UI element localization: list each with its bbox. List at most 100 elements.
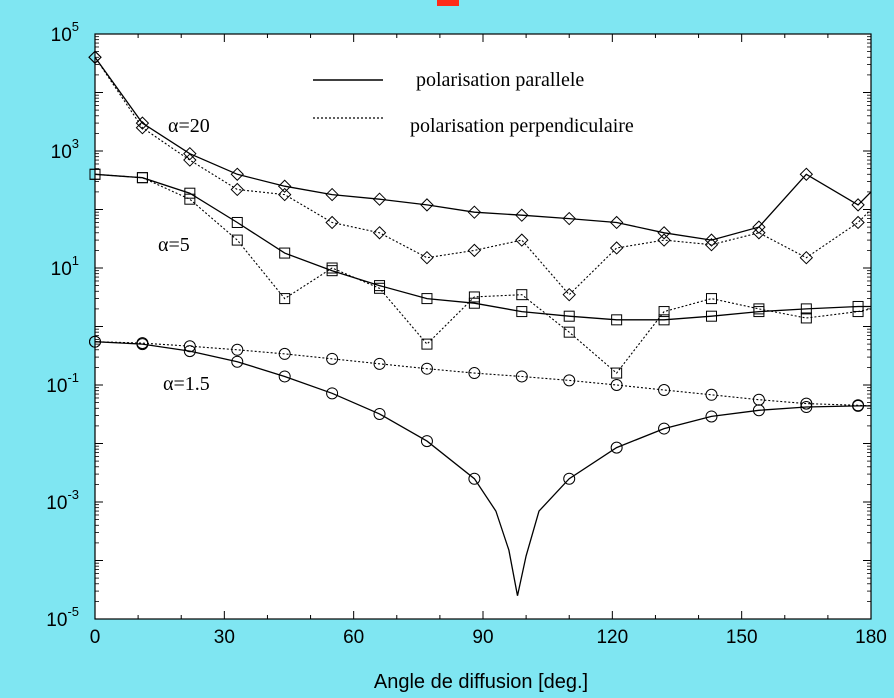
diamond-marker bbox=[88, 50, 102, 64]
diamond-marker bbox=[183, 146, 197, 161]
diamond-marker bbox=[467, 243, 482, 258]
circle-marker bbox=[705, 388, 718, 401]
diamond-marker bbox=[277, 187, 292, 202]
circle-marker bbox=[278, 347, 291, 360]
square-marker bbox=[184, 193, 196, 205]
circle-marker bbox=[420, 362, 433, 375]
square-marker bbox=[705, 310, 717, 322]
square-marker bbox=[800, 312, 812, 324]
square-marker bbox=[326, 262, 338, 274]
square-marker bbox=[184, 187, 196, 199]
square-marker bbox=[611, 314, 623, 326]
diamond-marker bbox=[230, 182, 244, 197]
x-tick-label: 90 bbox=[472, 627, 493, 648]
square-marker bbox=[563, 326, 575, 338]
square-marker bbox=[516, 289, 528, 301]
circle-marker bbox=[752, 393, 765, 406]
y-tick-label: 10-3 bbox=[46, 487, 79, 514]
diamond-marker bbox=[609, 215, 624, 230]
diamond-marker bbox=[135, 121, 150, 135]
series-line bbox=[94, 341, 871, 596]
square-marker bbox=[89, 168, 101, 180]
square-marker bbox=[852, 306, 864, 318]
square-marker bbox=[374, 282, 386, 294]
circle-marker bbox=[658, 422, 671, 435]
x-tick-label: 30 bbox=[214, 627, 235, 648]
y-tick-label: 101 bbox=[51, 253, 79, 280]
series-layer bbox=[88, 50, 872, 596]
y-tick-label: 10-5 bbox=[46, 604, 79, 631]
y-tick-label: 103 bbox=[51, 136, 79, 163]
x-tick-label: 150 bbox=[726, 627, 758, 648]
square-marker bbox=[421, 338, 433, 350]
square-marker bbox=[753, 303, 765, 315]
diamond-marker bbox=[851, 198, 865, 212]
circle-marker bbox=[420, 435, 433, 448]
diamond-marker bbox=[230, 167, 244, 181]
diamond-marker bbox=[325, 215, 339, 230]
annotation-alpha-1-5: α=1.5 bbox=[163, 373, 210, 395]
square-marker bbox=[468, 297, 480, 309]
diamond-marker bbox=[420, 250, 434, 265]
diamond-marker bbox=[851, 215, 865, 230]
circle-marker bbox=[563, 472, 576, 485]
circle-marker bbox=[852, 399, 865, 412]
circle-marker bbox=[705, 410, 718, 423]
diamond-marker bbox=[609, 241, 624, 255]
ticks-layer: 0 30 60 90 120 150 180 105 103 101 10-1 10-3 10-5 bbox=[46, 19, 887, 648]
diamond-marker bbox=[183, 153, 197, 167]
square-marker bbox=[421, 293, 433, 305]
x-axis-label: Angle de diffusion [deg.] bbox=[374, 671, 588, 693]
diamond-marker bbox=[467, 205, 482, 219]
square-marker bbox=[136, 172, 148, 184]
legend: polarisation parallele polarisation perp… bbox=[313, 69, 634, 137]
circle-marker bbox=[326, 387, 339, 400]
square-marker bbox=[658, 314, 670, 326]
square-marker bbox=[611, 367, 623, 379]
red-header-mark bbox=[437, 0, 459, 6]
diamond-marker bbox=[515, 208, 529, 222]
series-line bbox=[94, 173, 872, 374]
series-1 bbox=[89, 335, 872, 412]
legend-label-parallel: polarisation parallele bbox=[416, 69, 584, 91]
square-marker bbox=[231, 234, 243, 246]
circle-marker bbox=[515, 370, 528, 383]
y-tick-label: 105 bbox=[51, 19, 79, 46]
diamond-marker bbox=[420, 198, 434, 212]
circle-marker bbox=[610, 441, 623, 454]
square-marker bbox=[516, 306, 528, 318]
diamond-marker bbox=[562, 287, 576, 302]
diamond-marker bbox=[372, 192, 387, 206]
y-tick-label: 10-1 bbox=[46, 370, 79, 397]
circle-marker bbox=[89, 335, 101, 348]
x-tick-label: 0 bbox=[90, 627, 101, 648]
series-line bbox=[94, 56, 872, 241]
square-marker bbox=[800, 303, 812, 315]
x-tick-label: 60 bbox=[343, 627, 364, 648]
diamond-marker bbox=[704, 238, 719, 252]
diamond-marker bbox=[325, 187, 339, 202]
diamond-marker bbox=[562, 211, 576, 226]
circle-marker bbox=[800, 401, 813, 414]
x-tick-label: 180 bbox=[855, 627, 887, 648]
circle-marker bbox=[610, 379, 623, 391]
series-line bbox=[94, 173, 871, 321]
circle-marker bbox=[373, 357, 386, 370]
circle-marker bbox=[231, 355, 244, 368]
series-3 bbox=[89, 168, 872, 379]
circle-marker bbox=[183, 340, 196, 353]
diamond-marker bbox=[799, 250, 814, 265]
series-line bbox=[94, 56, 872, 296]
diamond-marker bbox=[277, 179, 292, 193]
square-marker bbox=[658, 306, 670, 318]
circle-marker bbox=[278, 370, 291, 383]
legend-label-perpendicular: polarisation perpendiculaire bbox=[410, 115, 634, 137]
series-0 bbox=[89, 335, 871, 596]
circle-marker bbox=[231, 343, 244, 356]
circle-marker bbox=[658, 384, 671, 397]
circle-marker bbox=[800, 397, 813, 410]
circle-marker bbox=[468, 367, 481, 380]
diamond-marker bbox=[799, 167, 814, 181]
circle-marker bbox=[183, 345, 196, 358]
series-line bbox=[94, 341, 872, 407]
